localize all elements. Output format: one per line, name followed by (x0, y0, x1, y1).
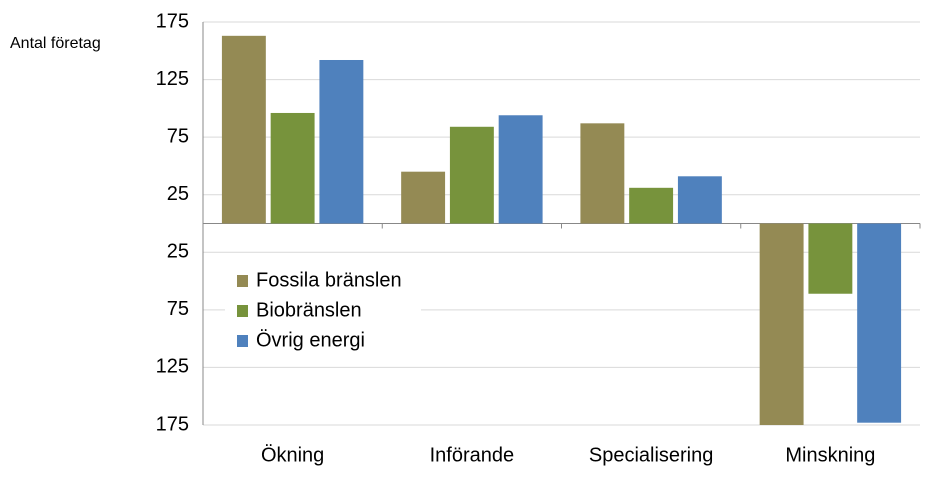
y-tick-label: 25 (167, 241, 189, 263)
bar (401, 171, 446, 224)
legend-swatch (237, 305, 248, 317)
legend-swatch (237, 335, 248, 347)
legend-box (225, 262, 421, 358)
y-tick-label: 125 (156, 68, 189, 90)
bar (319, 59, 364, 224)
y-tick-label: 125 (156, 356, 189, 378)
bar (221, 35, 266, 224)
legend-label: Fossila bränslen (256, 269, 402, 291)
x-tick-label: Minskning (785, 444, 875, 466)
legend-label: Övrig energi (256, 329, 365, 351)
y-tick-label: 75 (167, 298, 189, 320)
legend-label: Biobränslen (256, 299, 362, 321)
bar (498, 115, 543, 224)
y-tick-label: 75 (167, 125, 189, 147)
x-tick-label: Ökning (261, 444, 324, 466)
x-tick-label: Specialisering (589, 444, 714, 466)
bar (629, 187, 674, 224)
bar (449, 126, 494, 224)
bar (759, 223, 804, 425)
y-axis-label: Antal företag (10, 35, 101, 52)
legend-swatch (237, 275, 248, 287)
bar (808, 223, 853, 294)
y-tick-label: 175 (156, 413, 189, 435)
x-tick-label: Införande (430, 444, 515, 466)
bar (580, 123, 625, 224)
y-tick-label: 175 (156, 10, 189, 32)
bar (857, 223, 902, 423)
y-tick-label: 25 (167, 183, 189, 205)
bar (270, 112, 315, 224)
bar (677, 176, 722, 224)
